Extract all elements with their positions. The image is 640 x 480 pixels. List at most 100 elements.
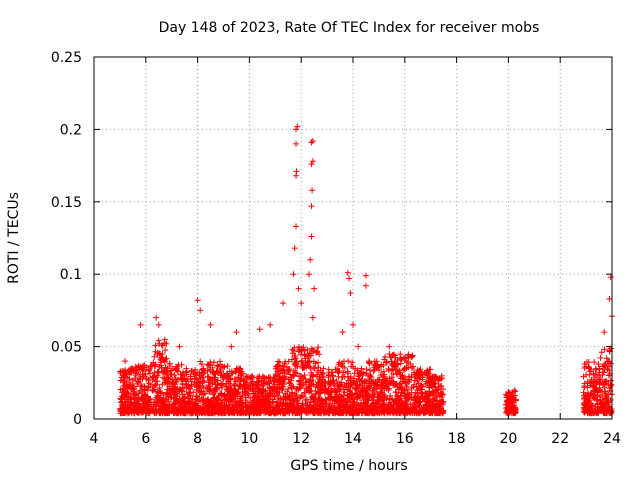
data-point	[137, 321, 144, 328]
data-point	[362, 282, 369, 289]
data-point	[333, 378, 340, 385]
data-point	[204, 384, 211, 391]
data-point	[138, 383, 145, 390]
data-point	[329, 372, 336, 379]
data-point	[227, 389, 234, 396]
data-point	[589, 394, 596, 401]
data-point	[211, 409, 218, 416]
data-point	[402, 355, 409, 362]
data-point	[134, 396, 141, 403]
data-point	[581, 400, 588, 407]
y-tick-label: 0.25	[51, 50, 82, 66]
data-point	[306, 383, 313, 390]
data-point	[329, 379, 336, 386]
data-point	[165, 410, 172, 417]
data-point	[601, 366, 608, 373]
data-point	[300, 364, 307, 371]
data-point	[316, 374, 323, 381]
data-point	[166, 401, 173, 408]
data-point	[264, 398, 271, 405]
data-point	[352, 385, 359, 392]
data-point	[242, 394, 249, 401]
data-point	[228, 370, 235, 377]
data-point	[137, 371, 144, 378]
data-point	[183, 365, 190, 372]
data-point	[294, 123, 301, 130]
data-point	[281, 410, 288, 417]
data-point	[596, 379, 603, 386]
data-point	[439, 398, 446, 405]
y-tick-label: 0	[73, 412, 82, 428]
data-point	[382, 377, 389, 384]
data-point	[372, 399, 379, 406]
data-point	[152, 382, 159, 389]
data-point	[508, 397, 515, 404]
data-point	[155, 389, 162, 396]
data-point	[267, 321, 274, 328]
data-point	[335, 404, 342, 411]
data-point	[591, 395, 598, 402]
data-point	[383, 359, 390, 366]
data-point	[342, 410, 349, 417]
data-point	[218, 380, 225, 387]
data-point	[194, 297, 201, 304]
data-point	[166, 363, 173, 370]
data-point	[373, 358, 380, 365]
data-point	[212, 405, 219, 412]
data-point	[188, 368, 195, 375]
data-point	[195, 378, 202, 385]
data-point	[248, 374, 255, 381]
data-point	[156, 407, 163, 414]
data-point	[401, 390, 408, 397]
data-point	[368, 402, 375, 409]
data-point	[584, 392, 591, 399]
data-point	[150, 387, 157, 394]
data-point	[275, 407, 282, 414]
data-point	[219, 363, 226, 370]
data-point	[405, 351, 412, 358]
data-point	[353, 391, 360, 398]
data-point	[598, 406, 605, 413]
data-point	[382, 353, 389, 360]
data-point	[404, 359, 411, 366]
data-point	[206, 362, 213, 369]
data-point	[386, 343, 393, 350]
data-point	[406, 408, 413, 415]
data-point	[171, 399, 178, 406]
data-point	[509, 391, 516, 398]
data-point	[156, 384, 163, 391]
data-point	[357, 371, 364, 378]
x-tick-label: 16	[396, 431, 414, 447]
data-point	[121, 378, 128, 385]
x-axis-label: GPS time / hours	[290, 458, 407, 474]
data-point	[603, 355, 610, 362]
data-point	[355, 343, 362, 350]
data-point	[397, 360, 404, 367]
data-point	[181, 410, 188, 417]
grid-lines	[94, 57, 612, 419]
data-point	[185, 393, 192, 400]
data-point	[352, 365, 359, 372]
data-point	[403, 383, 410, 390]
data-point	[402, 366, 409, 373]
data-point	[405, 395, 412, 402]
data-point	[307, 256, 314, 263]
data-point	[158, 365, 165, 372]
data-point	[359, 380, 366, 387]
data-point	[232, 369, 239, 376]
chart-title: Day 148 of 2023, Rate Of TEC Index for r…	[159, 20, 540, 36]
data-point	[172, 407, 179, 414]
data-point	[392, 389, 399, 396]
data-point	[211, 370, 218, 377]
data-point	[511, 409, 518, 416]
data-point	[225, 380, 232, 387]
data-point	[435, 377, 442, 384]
data-point	[298, 373, 305, 380]
data-point	[423, 395, 430, 402]
data-point	[344, 269, 351, 276]
data-point	[275, 373, 282, 380]
data-point	[133, 367, 140, 374]
data-point	[122, 358, 129, 365]
data-point	[343, 397, 350, 404]
